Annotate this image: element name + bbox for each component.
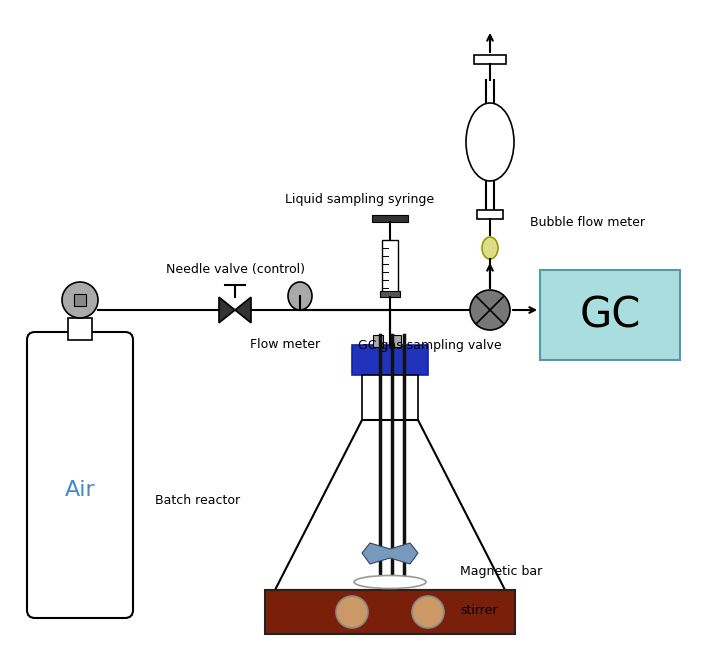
Circle shape xyxy=(363,506,371,514)
Circle shape xyxy=(349,524,361,536)
Ellipse shape xyxy=(466,103,514,181)
Bar xyxy=(477,210,503,219)
Bar xyxy=(74,294,86,306)
Polygon shape xyxy=(362,543,418,564)
Ellipse shape xyxy=(288,282,312,310)
Text: GC: GC xyxy=(579,294,641,336)
Text: Flow meter: Flow meter xyxy=(250,338,320,352)
FancyBboxPatch shape xyxy=(27,332,133,618)
Polygon shape xyxy=(219,297,235,323)
Bar xyxy=(352,345,428,375)
Bar xyxy=(372,215,408,222)
Circle shape xyxy=(336,596,368,628)
Bar xyxy=(474,55,506,64)
Bar xyxy=(391,335,401,347)
Ellipse shape xyxy=(482,237,498,259)
Circle shape xyxy=(358,551,366,559)
Bar xyxy=(380,291,400,297)
Circle shape xyxy=(470,290,510,330)
Bar xyxy=(265,590,515,634)
Polygon shape xyxy=(275,420,505,590)
Text: Magnetic bar: Magnetic bar xyxy=(460,565,543,579)
Text: Bubble flow meter: Bubble flow meter xyxy=(530,216,645,228)
Text: GC gas sampling valve: GC gas sampling valve xyxy=(358,338,502,352)
Text: Needle valve (control): Needle valve (control) xyxy=(165,264,304,276)
Polygon shape xyxy=(235,297,251,323)
Text: stirrer: stirrer xyxy=(460,604,498,617)
Text: Batch reactor: Batch reactor xyxy=(155,493,240,506)
Bar xyxy=(68,318,92,340)
Bar xyxy=(362,375,418,420)
Text: Liquid sampling syringe: Liquid sampling syringe xyxy=(285,194,435,207)
Polygon shape xyxy=(275,490,505,590)
Bar xyxy=(540,270,680,360)
Ellipse shape xyxy=(354,575,426,588)
Bar xyxy=(373,335,383,347)
Circle shape xyxy=(412,596,444,628)
Text: Air: Air xyxy=(64,480,95,500)
Circle shape xyxy=(62,282,98,318)
Bar xyxy=(382,240,398,295)
